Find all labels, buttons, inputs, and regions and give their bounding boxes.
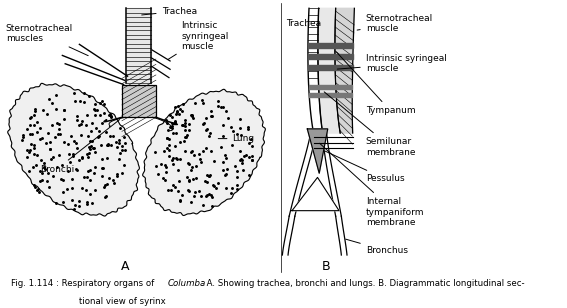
Text: tional view of syrinx: tional view of syrinx	[79, 298, 166, 306]
Text: Columba: Columba	[167, 279, 206, 288]
Polygon shape	[335, 8, 354, 133]
Polygon shape	[143, 89, 265, 216]
Polygon shape	[307, 129, 328, 173]
Text: Sternotracheal
muscle: Sternotracheal muscle	[357, 14, 433, 33]
Polygon shape	[318, 8, 340, 133]
Text: A: A	[121, 260, 129, 273]
Bar	[122, 85, 156, 117]
Text: Fig. 1.114 : Respiratory organs of: Fig. 1.114 : Respiratory organs of	[11, 279, 157, 288]
Text: Trachea: Trachea	[286, 19, 321, 28]
Text: Sternotracheal
muscles: Sternotracheal muscles	[6, 24, 88, 56]
Text: Bronchi: Bronchi	[40, 120, 120, 174]
Text: Tympanum: Tympanum	[336, 52, 416, 116]
Text: Pessulus: Pessulus	[324, 151, 404, 183]
Text: Semilunar
membrane: Semilunar membrane	[324, 92, 415, 156]
Text: Internal
tympaniform
membrane: Internal tympaniform membrane	[320, 143, 424, 227]
Polygon shape	[292, 177, 339, 211]
Text: Trachea: Trachea	[142, 6, 197, 16]
Text: Intrinsic
synringeal
muscle: Intrinsic synringeal muscle	[168, 21, 229, 59]
Polygon shape	[8, 83, 139, 216]
Text: Intrinsic syringeal
muscle: Intrinsic syringeal muscle	[337, 54, 447, 73]
Text: B: B	[321, 260, 331, 273]
Text: Bronchus: Bronchus	[346, 239, 408, 255]
Text: Lung: Lung	[218, 134, 255, 143]
Text: : A. Showing trachea, bronchi and lungs. B. Diagrammatic longitudinal sec-: : A. Showing trachea, bronchi and lungs.…	[201, 279, 524, 288]
